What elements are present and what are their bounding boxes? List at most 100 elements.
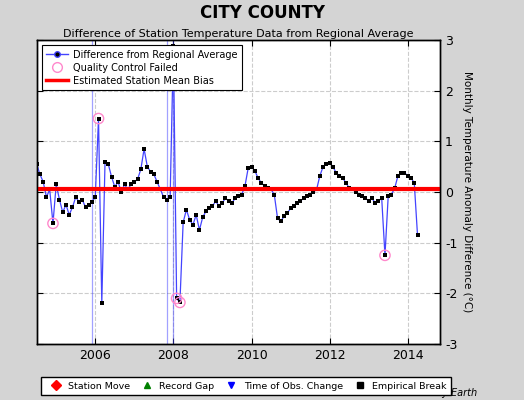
Point (16, 156, 25, 162)
Point (260, 183, 269, 189)
Point (325, 160, 334, 166)
Point (374, 198, 383, 204)
Point (365, 198, 373, 204)
Point (309, 189, 318, 195)
Point (205, 205, 213, 212)
Point (91, 194, 100, 200)
Point (254, 175, 262, 181)
Point (390, 185, 399, 191)
Point (312, 186, 321, 193)
Point (361, 195, 369, 201)
Point (59, 209, 67, 216)
Point (127, 181, 135, 188)
Point (329, 164, 337, 170)
Point (195, 227, 204, 233)
Point (88, 199, 96, 205)
Point (283, 210, 291, 216)
Point (159, 194, 168, 200)
Point (49, 220, 57, 227)
Point (352, 189, 360, 195)
Point (290, 203, 298, 209)
Point (208, 203, 216, 209)
Point (140, 146, 148, 152)
Point (274, 215, 282, 222)
Point (176, 299, 184, 306)
Point (101, 158, 109, 165)
Point (84, 202, 93, 208)
Point (371, 200, 379, 206)
Point (65, 212, 73, 218)
Point (114, 179, 122, 185)
Point (322, 161, 331, 167)
Point (81, 204, 90, 210)
Point (339, 175, 347, 181)
Point (94, 115, 103, 122)
Point (345, 185, 353, 191)
Legend: Station Move, Record Gap, Time of Obs. Change, Empirical Break: Station Move, Record Gap, Time of Obs. C… (41, 377, 451, 395)
Point (332, 170, 340, 176)
Point (104, 161, 113, 167)
Point (231, 195, 239, 201)
Point (29, 184, 38, 190)
Point (377, 195, 386, 201)
Point (407, 175, 415, 181)
Point (202, 208, 210, 214)
Point (153, 179, 161, 185)
Point (23, 154, 31, 161)
Point (62, 202, 70, 208)
Point (94, 115, 103, 122)
Point (400, 170, 409, 176)
Point (280, 213, 288, 220)
Point (225, 198, 233, 204)
Point (19, 152, 28, 159)
Point (413, 232, 422, 238)
Point (335, 172, 344, 179)
Point (97, 300, 106, 307)
Point (218, 200, 226, 206)
Point (72, 194, 80, 200)
Point (221, 195, 230, 201)
Point (384, 193, 392, 199)
Point (26, 166, 35, 172)
Point (78, 196, 86, 203)
Point (381, 252, 389, 258)
Point (121, 181, 129, 188)
Point (75, 199, 83, 205)
Point (237, 191, 246, 198)
Point (49, 220, 57, 227)
Point (107, 174, 116, 180)
Point (368, 195, 376, 201)
Text: CITY COUNTY: CITY COUNTY (200, 4, 324, 22)
Point (241, 183, 249, 189)
Title: Difference of Station Temperature Data from Regional Average: Difference of Station Temperature Data f… (63, 29, 413, 39)
Point (319, 164, 328, 170)
Point (39, 179, 47, 185)
Point (172, 295, 181, 302)
Point (42, 194, 51, 200)
Point (117, 189, 126, 195)
Point (410, 180, 419, 186)
Legend: Difference from Regional Average, Quality Control Failed, Estimated Station Mean: Difference from Regional Average, Qualit… (41, 45, 242, 90)
Point (137, 166, 145, 172)
Point (215, 203, 223, 209)
Text: Berkeley Earth: Berkeley Earth (405, 388, 477, 398)
Point (228, 200, 236, 206)
Point (32, 161, 41, 167)
Point (192, 212, 200, 218)
Point (348, 186, 357, 193)
Point (358, 193, 366, 199)
Point (169, 43, 178, 49)
Point (146, 168, 155, 175)
Point (315, 172, 324, 179)
Point (68, 204, 77, 210)
Point (381, 252, 389, 258)
Point (166, 194, 174, 200)
Point (143, 164, 151, 170)
Point (296, 198, 304, 204)
Point (199, 214, 207, 220)
Point (306, 191, 314, 198)
Point (267, 186, 275, 193)
Point (264, 185, 272, 191)
Point (394, 172, 402, 179)
Point (162, 196, 171, 203)
